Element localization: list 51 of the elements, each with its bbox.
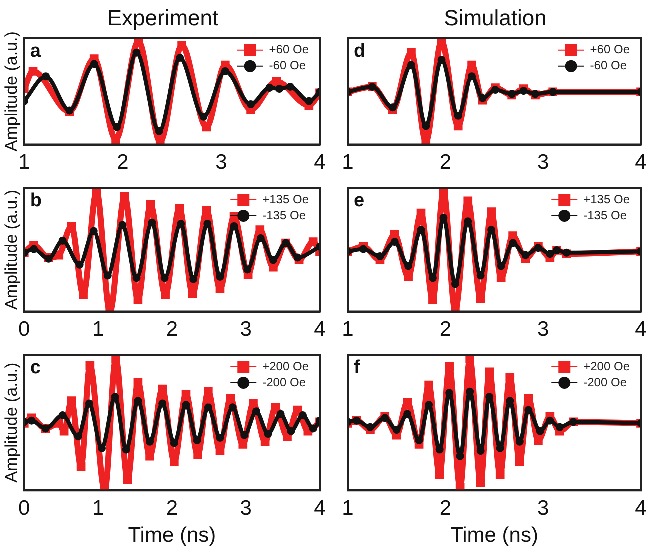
x-tick-label: 0 (18, 496, 30, 520)
legend-label: +200 Oe (584, 359, 630, 374)
legend-label: +200 Oe (262, 359, 310, 374)
x-tick-label: 4 (635, 496, 648, 520)
annotation: f (354, 358, 361, 379)
x-tick-label: 3 (537, 496, 550, 520)
legend-label: -200 Oe (584, 375, 628, 390)
legend-label: -135 Oe (584, 208, 628, 222)
chart-title: Experiment (107, 5, 219, 30)
annotation: a (30, 41, 42, 62)
legend-label: +60 Oe (590, 42, 630, 57)
x-tick-label: 2 (117, 151, 129, 174)
x-tick-label: 3 (240, 318, 252, 342)
legend-label: -135 Oe (262, 208, 306, 222)
y-axis-title: Amplitude (a.u.) (2, 32, 21, 152)
x-tick-label: 4 (314, 151, 326, 174)
x-axis-title: Time (ns) (450, 524, 538, 548)
annotation: d (354, 41, 366, 62)
x-tick-label: 4 (635, 318, 648, 342)
x-tick-label: 2 (440, 318, 452, 342)
x-tick-label: 1 (342, 318, 354, 342)
legend-label: +60 Oe (269, 42, 310, 57)
x-tick-label: 2 (166, 318, 178, 342)
x-tick-label: 4 (635, 151, 648, 174)
annotation: b (30, 190, 42, 212)
x-tick-label: 2 (440, 151, 452, 174)
x-axis-title: Time (ns) (128, 524, 216, 548)
x-tick-label: 0 (18, 318, 30, 342)
annotation: e (354, 190, 365, 212)
x-tick-label: 2 (166, 496, 178, 520)
legend-label: +135 Oe (262, 192, 310, 206)
x-tick-label: 1 (92, 496, 104, 520)
legend-label: -60 Oe (590, 58, 628, 73)
legend-label: -60 Oe (269, 58, 306, 73)
x-tick-label: 1 (18, 151, 30, 174)
x-tick-label: 3 (537, 318, 550, 342)
x-tick-label: 1 (342, 496, 354, 520)
x-tick-label: 3 (216, 151, 228, 174)
chart-title: Simulation (444, 5, 547, 30)
x-tick-label: 2 (440, 496, 452, 520)
y-axis-title: Amplitude (a.u.) (2, 362, 21, 483)
x-tick-label: 4 (314, 496, 326, 520)
y-axis-title: Amplitude (a.u.) (2, 190, 21, 310)
x-tick-label: 3 (537, 151, 550, 174)
x-tick-label: 3 (240, 496, 252, 520)
legend-label: -200 Oe (262, 375, 306, 390)
x-tick-label: 4 (314, 318, 326, 342)
legend-label: +135 Oe (584, 192, 630, 206)
annotation: c (30, 358, 42, 379)
x-tick-label: 1 (342, 151, 354, 174)
x-tick-label: 1 (92, 318, 104, 342)
